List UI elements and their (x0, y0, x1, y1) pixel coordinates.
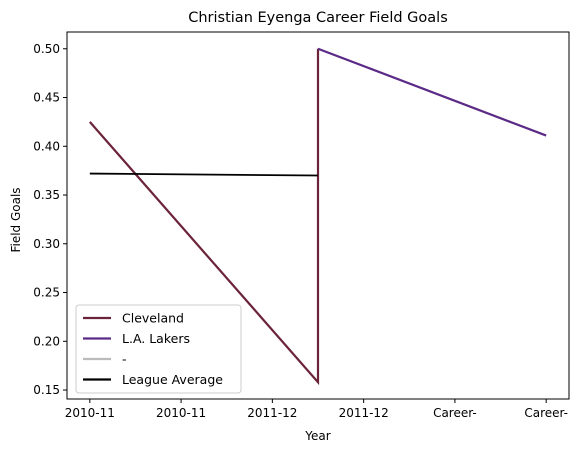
x-tick-label: 2010-11 (156, 406, 206, 420)
y-tick-label: 0.35 (33, 188, 60, 202)
y-tick-label: 0.25 (33, 286, 60, 300)
legend: Cleveland L.A. Lakers - League Average (75, 304, 242, 394)
y-tick-label: 0.20 (33, 334, 60, 348)
legend-label-2: - (122, 352, 127, 367)
y-tick-label: 0.15 (33, 383, 60, 397)
x-axis-ticks: 2010-11 2010-11 2011-12 2011-12 Career- Caree… (65, 399, 568, 420)
series-line-0 (88, 48, 320, 386)
series-line-3 (89, 172, 319, 177)
series-layer (88, 47, 547, 386)
legend-label-0: Cleveland (122, 311, 184, 326)
chart-title: Christian Eyenga Career Field Goals (188, 10, 448, 26)
plot-area (66, 31, 570, 400)
y-axis-ticks: 0.15 0.20 0.25 0.30 0.35 0.40 0.45 0.50 (33, 42, 67, 397)
series-line-1 (317, 47, 547, 137)
x-tick-label: 2010-11 (65, 406, 115, 420)
y-tick-label: 0.30 (33, 237, 60, 251)
y-axis-label: Field Goals (9, 187, 23, 252)
y-tick-label: 0.50 (33, 42, 60, 56)
x-tick-label: Career- (433, 406, 477, 420)
x-tick-label: 2011-12 (247, 406, 297, 420)
y-tick-label: 0.40 (33, 139, 60, 153)
legend-label-1: L.A. Lakers (122, 331, 190, 346)
x-tick-label: Career- (524, 406, 568, 420)
legend-label-3: League Average (122, 372, 223, 387)
x-axis-label: Year (304, 429, 330, 443)
legend-box (75, 304, 242, 394)
y-tick-label: 0.45 (33, 91, 60, 105)
x-tick-label: 2011-12 (339, 406, 389, 420)
